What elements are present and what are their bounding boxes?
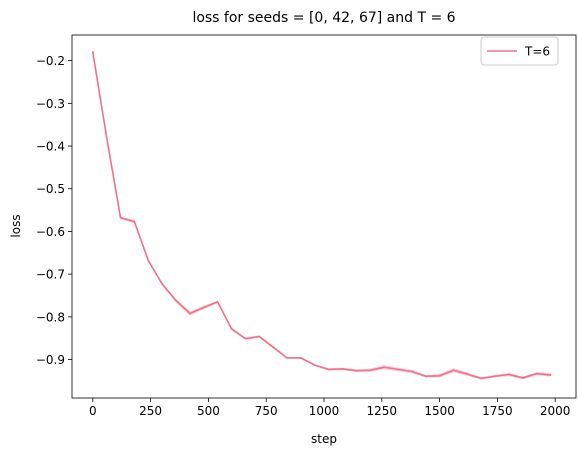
y-tick-label: −0.4 [36,140,65,154]
y-axis-label: loss [9,214,23,237]
data-point [494,375,496,378]
y-tick-label: −0.2 [36,54,65,68]
chart-title: loss for seeds = [0, 42, 67] and T = 6 [192,10,455,26]
data-point [369,369,372,372]
plot-frame [71,34,577,399]
data-point [189,312,191,315]
data-point [508,373,510,376]
y-tick-label: −0.3 [36,97,65,111]
data-point [119,216,122,219]
data-point [452,369,455,372]
data-point [521,377,524,379]
data-point [327,368,330,371]
data-point [549,374,552,376]
data-point [480,377,483,380]
data-point [466,373,469,375]
x-tick-label: 250 [139,404,162,418]
x-tick-label: 1250 [367,404,398,418]
data-point [202,306,205,309]
data-point [397,368,399,371]
x-axis: 0 250 500 750 1000 1250 1500 1750 2000 [89,398,570,418]
data-point [175,299,177,302]
y-tick-label: −0.6 [36,225,65,239]
series-line [92,51,551,380]
plot-area [91,51,552,380]
data-point [438,374,441,377]
data-point [105,136,108,139]
data-point [161,283,164,285]
data-point [147,259,150,262]
x-tick-label: 1500 [424,404,455,418]
data-point [535,372,538,375]
data-point [341,368,344,370]
legend-box [480,36,559,66]
data-point [91,51,94,53]
x-tick-label: 500 [197,404,220,418]
data-point [230,327,233,330]
data-point [216,301,219,303]
data-point [355,369,358,372]
data-point [272,346,275,349]
x-tick-label: 1000 [309,404,340,418]
x-tick-label: 2000 [540,404,571,418]
legend-label: T=6 [524,45,550,59]
y-tick-label: −0.9 [36,353,65,367]
data-point [410,370,413,373]
data-point [424,375,427,378]
data-point [286,356,288,359]
x-tick-label: 0 [89,404,97,418]
y-tick-label: −0.7 [36,268,65,282]
y-axis: −0.2 −0.3 −0.4 −0.5 −0.6 −0.7 −0.8 −0.9 [36,54,72,367]
x-axis-label: step [311,432,337,446]
y-tick-label: −0.8 [36,310,65,324]
confidence-band [92,51,551,380]
data-point [313,364,316,367]
y-tick-label: −0.5 [36,182,65,196]
x-tick-label: 1750 [482,404,513,418]
data-point [299,356,302,359]
data-point [258,335,261,338]
legend: T=6 [480,36,559,66]
data-point [133,220,136,223]
data-point [244,337,247,340]
x-tick-label: 750 [255,404,278,418]
data-point [383,366,386,369]
